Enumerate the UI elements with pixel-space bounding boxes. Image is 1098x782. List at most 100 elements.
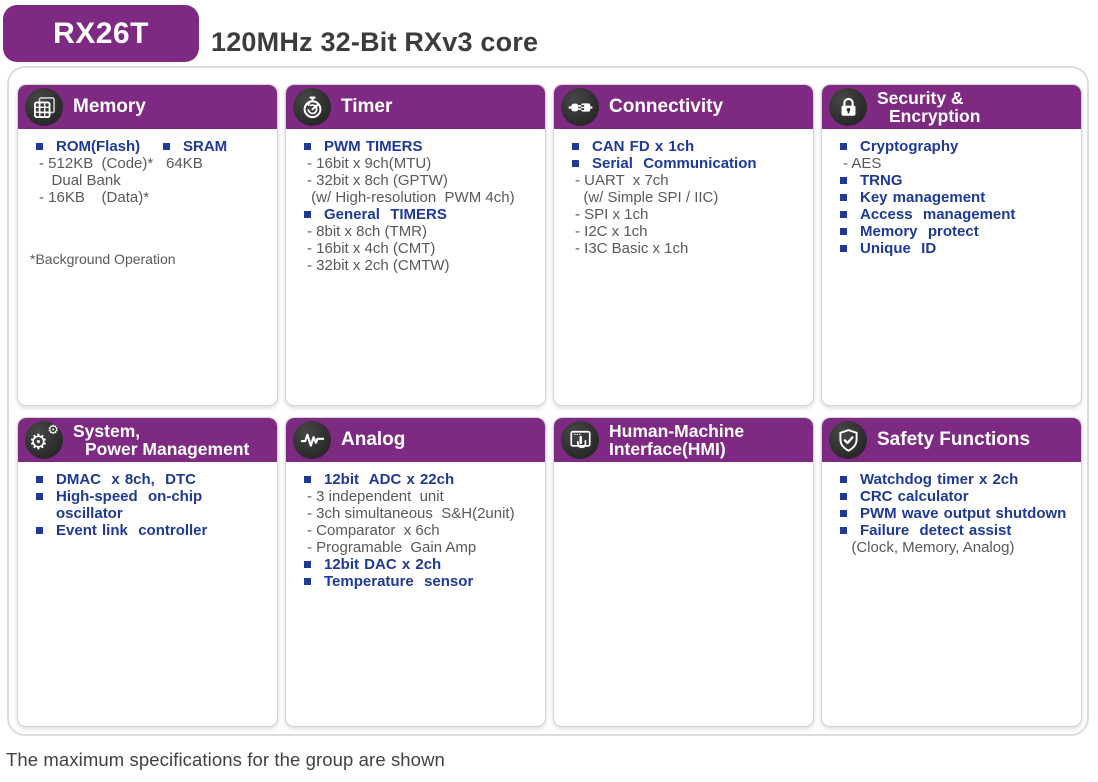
spec-column: PWM TIMERS - 16bit x 9ch(MTU) - 32bit x 8c… xyxy=(297,138,537,274)
spec-item: DMAC x 8ch, DTC xyxy=(29,471,269,488)
spec-item: - AES xyxy=(843,155,882,172)
bullet-square-icon xyxy=(163,143,170,150)
card-footnote: *Background Operation xyxy=(30,251,176,267)
memory-chip-icon xyxy=(25,88,63,126)
lock-icon xyxy=(829,88,867,126)
bullet-square-icon xyxy=(840,177,847,184)
spec-item: Memory protect xyxy=(833,223,1073,240)
spec-item: General TIMERS xyxy=(297,206,537,223)
spec-item: - I2C x 1ch xyxy=(575,223,648,240)
spec-item: (w/ Simple SPI / IIC) xyxy=(575,189,719,206)
card-title: Human-Machine Interface(HMI) xyxy=(609,420,745,459)
card-title: Security & Encryption xyxy=(877,87,981,126)
bullet-square-icon xyxy=(840,228,847,235)
footer-note: The maximum specifications for the group… xyxy=(6,749,445,770)
bullet-square-icon xyxy=(36,493,43,500)
spec-column: 12bit ADC x 22ch - 3 independent unit - 3c… xyxy=(297,471,537,590)
spec-item: - 16bit x 4ch (CMT) xyxy=(307,240,436,257)
spec-item: Key management xyxy=(833,189,1073,206)
bullet-square-icon xyxy=(304,211,311,218)
card-body: ROM(Flash) - 512KB (Code)* Dual Bank - 16K… xyxy=(18,129,277,214)
card-header: Timer xyxy=(286,85,545,129)
bullet-square-icon xyxy=(36,143,43,150)
stopwatch-icon xyxy=(293,88,331,126)
spec-item: CAN FD x 1ch xyxy=(565,138,805,155)
card-timer: Timer PWM TIMERS - 16bit x 9ch(MTU) - 32bit… xyxy=(285,84,546,406)
plug-icon xyxy=(561,88,599,126)
spec-item: PWM wave output shutdown xyxy=(833,505,1073,522)
card-header: Analog xyxy=(286,418,545,462)
spec-item: TRNG xyxy=(833,172,1073,189)
card-title: Connectivity xyxy=(609,96,724,117)
card-title: Timer xyxy=(341,96,393,117)
card-connectivity: Connectivity CAN FD x 1ch Serial Communica… xyxy=(553,84,814,406)
spec-item: CRC calculator xyxy=(833,488,1073,505)
card-body: PWM TIMERS - 16bit x 9ch(MTU) - 32bit x 8c… xyxy=(286,129,545,282)
card-header: Human-Machine Interface(HMI) xyxy=(554,418,813,462)
spec-item: Serial Communication xyxy=(565,155,805,172)
spec-item: Access management xyxy=(833,206,1073,223)
card-body: Cryptography - AES TRNG Key management Acces… xyxy=(822,129,1081,265)
spec-column: DMAC x 8ch, DTC High-speed on-chip oscill… xyxy=(29,471,269,539)
card-title: Safety Functions xyxy=(877,429,1031,450)
bullet-square-icon xyxy=(304,476,311,483)
spec-column: Watchdog timer x 2ch CRC calculator PWM wa… xyxy=(833,471,1073,556)
card-security-encryption: Security & Encryption Cryptography - AES TRN… xyxy=(821,84,1082,406)
page-title: 120MHz 32-Bit RXv3 core xyxy=(211,27,539,57)
bullet-square-icon xyxy=(304,143,311,150)
card-body xyxy=(554,462,813,479)
spec-item: Event link controller xyxy=(29,522,269,539)
shield-check-icon xyxy=(829,421,867,459)
card-analog: Analog 12bit ADC x 22ch - 3 independent un… xyxy=(285,417,546,727)
spec-item: Failure detect assist xyxy=(833,522,1073,539)
card-header: Memory xyxy=(18,85,277,129)
spec-item: (w/ High-resolution PWM 4ch) xyxy=(307,189,515,206)
spec-item: - 32bit x 8ch (GPTW) xyxy=(307,172,448,189)
spec-item: - 16KB (Data)* xyxy=(39,189,150,206)
gears-icon: ⚙ ⚙ xyxy=(25,421,63,459)
spec-item: - 3 independent unit xyxy=(307,488,444,505)
spec-column: Cryptography - AES TRNG Key management Acces… xyxy=(833,138,1073,257)
bullet-square-icon xyxy=(572,160,579,167)
spec-column: SRAM 64KB xyxy=(156,138,269,206)
spec-item: - SPI x 1ch xyxy=(575,206,649,223)
card-body: Watchdog timer x 2ch CRC calculator PWM wa… xyxy=(822,462,1081,564)
spec-item: - 3ch simultaneous S&H(2unit) xyxy=(307,505,515,522)
card-title: System, Power Management xyxy=(73,420,250,459)
card-system-power-management: ⚙ ⚙ System, Power Management DMAC x 8ch, DTC… xyxy=(17,417,278,727)
card-header: Safety Functions xyxy=(822,418,1081,462)
card-header: Security & Encryption xyxy=(822,85,1081,129)
spec-item: Temperature sensor xyxy=(297,573,537,590)
card-title: Analog xyxy=(341,429,406,450)
card-header: Connectivity xyxy=(554,85,813,129)
spec-item: Watchdog timer x 2ch xyxy=(833,471,1073,488)
card-header: ⚙ ⚙ System, Power Management xyxy=(18,418,277,462)
bullet-square-icon xyxy=(36,527,43,534)
spec-column: CAN FD x 1ch Serial Communication - UART x… xyxy=(565,138,805,257)
spec-item: Unique ID xyxy=(833,240,1073,257)
touch-screen-icon xyxy=(561,421,599,459)
bullet-square-icon xyxy=(840,476,847,483)
card-body: 12bit ADC x 22ch - 3 independent unit - 3c… xyxy=(286,462,545,598)
spec-item: ROM(Flash) xyxy=(29,138,156,155)
spec-item: - Programable Gain Amp xyxy=(307,539,477,556)
product-badge: RX26T xyxy=(3,5,199,62)
waveform-icon xyxy=(293,421,331,459)
bullet-square-icon xyxy=(304,561,311,568)
spec-item: High-speed on-chip oscillator xyxy=(29,488,269,522)
spec-item: (Clock, Memory, Analog) xyxy=(843,539,1015,556)
bullet-square-icon xyxy=(36,476,43,483)
card-memory: Memory ROM(Flash) - 512KB (Code)* Dual Ban… xyxy=(17,84,278,406)
spec-item: SRAM xyxy=(156,138,269,155)
bullet-square-icon xyxy=(840,510,847,517)
card-body: DMAC x 8ch, DTC High-speed on-chip oscill… xyxy=(18,462,277,547)
card-title: Memory xyxy=(73,96,146,117)
bullet-square-icon xyxy=(840,194,847,201)
spec-item: 12bit ADC x 22ch xyxy=(297,471,537,488)
spec-item: - I3C Basic x 1ch xyxy=(575,240,689,257)
card-human-machine-interface: Human-Machine Interface(HMI) xyxy=(553,417,814,727)
bullet-square-icon xyxy=(840,493,847,500)
spec-item: 64KB xyxy=(166,155,203,172)
spec-item: - 512KB (Code)* xyxy=(39,155,154,172)
bullet-square-icon xyxy=(840,245,847,252)
